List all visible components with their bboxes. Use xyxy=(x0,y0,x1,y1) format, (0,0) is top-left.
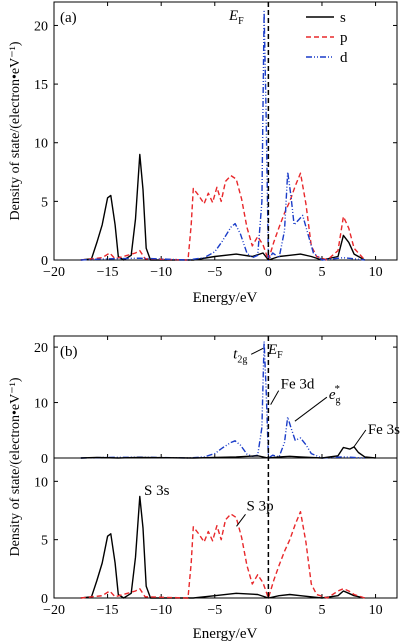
panel-b-annotation-e-g: eg* xyxy=(329,383,341,406)
annotation-arrow-t2g xyxy=(250,347,264,355)
annotation-text: S 3p xyxy=(247,498,274,514)
panel-a-xtick-label: 10 xyxy=(369,265,383,280)
panel-b-annotation-s-3p-: S 3p xyxy=(247,498,274,514)
panel-a-series-d xyxy=(80,10,365,261)
panel-a-xtick-label: 0 xyxy=(265,265,272,280)
panel-b-ylabel: Density of state/(electron•eV⁻¹) xyxy=(8,377,23,556)
panel-b-lower-curves xyxy=(80,495,366,599)
annotation-subscript: g xyxy=(336,395,341,406)
panel-b-xtick-label: −5 xyxy=(207,603,222,618)
panel-b-xlabel: Energy/eV xyxy=(193,626,258,642)
panel-a-xlabel: Energy/eV xyxy=(193,290,258,306)
panel-a-fermi-subscript: F xyxy=(238,16,244,27)
panel-a-fermi-label: EF xyxy=(228,8,244,27)
panel-a-xtick-label: −10 xyxy=(150,265,172,280)
panel-a-ticks: −20 −15 −10 −5 0 5 10 0 5 10 15 20 xyxy=(34,2,397,280)
panel-b-label: (b) xyxy=(60,344,78,360)
annotation-text: e xyxy=(329,387,336,403)
panel-a-xtick-label: 5 xyxy=(318,265,325,280)
panel-b-annotation-fe-3s-: Fe 3s xyxy=(368,422,400,438)
panel-a-xtick-label: −5 xyxy=(207,265,222,280)
panel-b-upper-series-fe-d xyxy=(80,340,365,459)
panel-a: −20 −15 −10 −5 0 5 10 0 5 10 15 20 (a) EF spd Energ… xyxy=(8,1,398,306)
annotation-arrow-fe-3d xyxy=(270,390,280,405)
panel-b-xtick-label: 10 xyxy=(369,603,383,618)
panel-b: −20 −15 −10 −5 0 5 10 0 10 20 0 5 10 (b) EF t2g Fe 3d… xyxy=(8,335,400,642)
panel-a-ytick-label: 5 xyxy=(41,195,48,210)
panel-b-xtick-label: 5 xyxy=(318,603,325,618)
panel-b-fermi-subscript: F xyxy=(277,350,283,361)
panel-a-series-s xyxy=(80,153,366,261)
panel-b-lower-ytick-label: 0 xyxy=(41,592,48,607)
panel-a-xtick-label: −15 xyxy=(97,265,119,280)
panel-a-label: (a) xyxy=(60,10,77,26)
panel-a-fermi-symbol: E xyxy=(228,8,238,24)
annotation-subscript: 2g xyxy=(237,354,247,365)
legend-label-d: d xyxy=(340,50,348,66)
annotation-superscript: * xyxy=(335,383,341,395)
panel-a-ylabel: Density of state/(electron•eV⁻¹) xyxy=(8,41,23,220)
panel-b-upper-series-fe-s xyxy=(80,446,376,459)
annotation-arrow-eg xyxy=(294,396,328,422)
annotation-text: Fe 3d xyxy=(281,377,315,393)
legend-label-s: s xyxy=(340,10,346,26)
panel-b-lower-ytick-label: 10 xyxy=(34,475,48,490)
panel-b-lower-ytick-label: 5 xyxy=(41,534,48,549)
panel-b-ticks: −20 −15 −10 −5 0 5 10 0 10 20 0 5 10 xyxy=(34,336,397,618)
panel-a-ytick-label: 10 xyxy=(34,137,48,152)
panel-b-frame xyxy=(53,335,398,599)
panel-a-series-p xyxy=(80,172,366,261)
panel-b-annotation-s-3s-: S 3s xyxy=(144,483,170,499)
panel-a-curves xyxy=(80,10,366,261)
annotation-arrow-s-3p xyxy=(236,514,246,527)
panel-a-frame xyxy=(53,1,398,261)
panel-b-annotation-t-2g: t2g xyxy=(233,346,247,365)
panel-b-upper-ytick-label: 10 xyxy=(34,397,48,412)
legend-label-p: p xyxy=(340,30,348,46)
panel-b-upper-ytick-label: 20 xyxy=(34,341,48,356)
panel-b-annotation-fe-3d-: Fe 3d xyxy=(281,377,315,393)
panel-a-legend: spd xyxy=(306,10,348,66)
panel-b-upper-ytick-label: 0 xyxy=(41,452,48,467)
panel-b-xtick-label: −20 xyxy=(43,603,65,618)
panel-b-annotations: t2g Fe 3d eg* Fe 3s S 3s S 3p xyxy=(144,346,400,527)
panel-b-lower-series-s-p xyxy=(80,511,366,599)
panel-a-xtick-label: −20 xyxy=(43,265,65,280)
annotation-text: t xyxy=(233,346,238,362)
panel-b-fermi-label: EF xyxy=(267,342,283,361)
panel-b-xtick-label: 0 xyxy=(265,603,272,618)
annotation-text: S 3s xyxy=(144,483,170,499)
panel-a-ytick-label: 0 xyxy=(41,254,48,269)
panel-b-fermi-symbol: E xyxy=(267,342,277,358)
annotation-text: Fe 3s xyxy=(368,422,400,438)
annotation-arrow-fe-3s xyxy=(353,429,367,448)
panel-a-ytick-label: 15 xyxy=(34,78,48,93)
panel-a-ytick-label: 20 xyxy=(34,19,48,34)
panel-b-xtick-label: −15 xyxy=(97,603,119,618)
panel-b-lower-series-s-s xyxy=(80,495,365,599)
panel-b-xtick-label: −10 xyxy=(150,603,172,618)
